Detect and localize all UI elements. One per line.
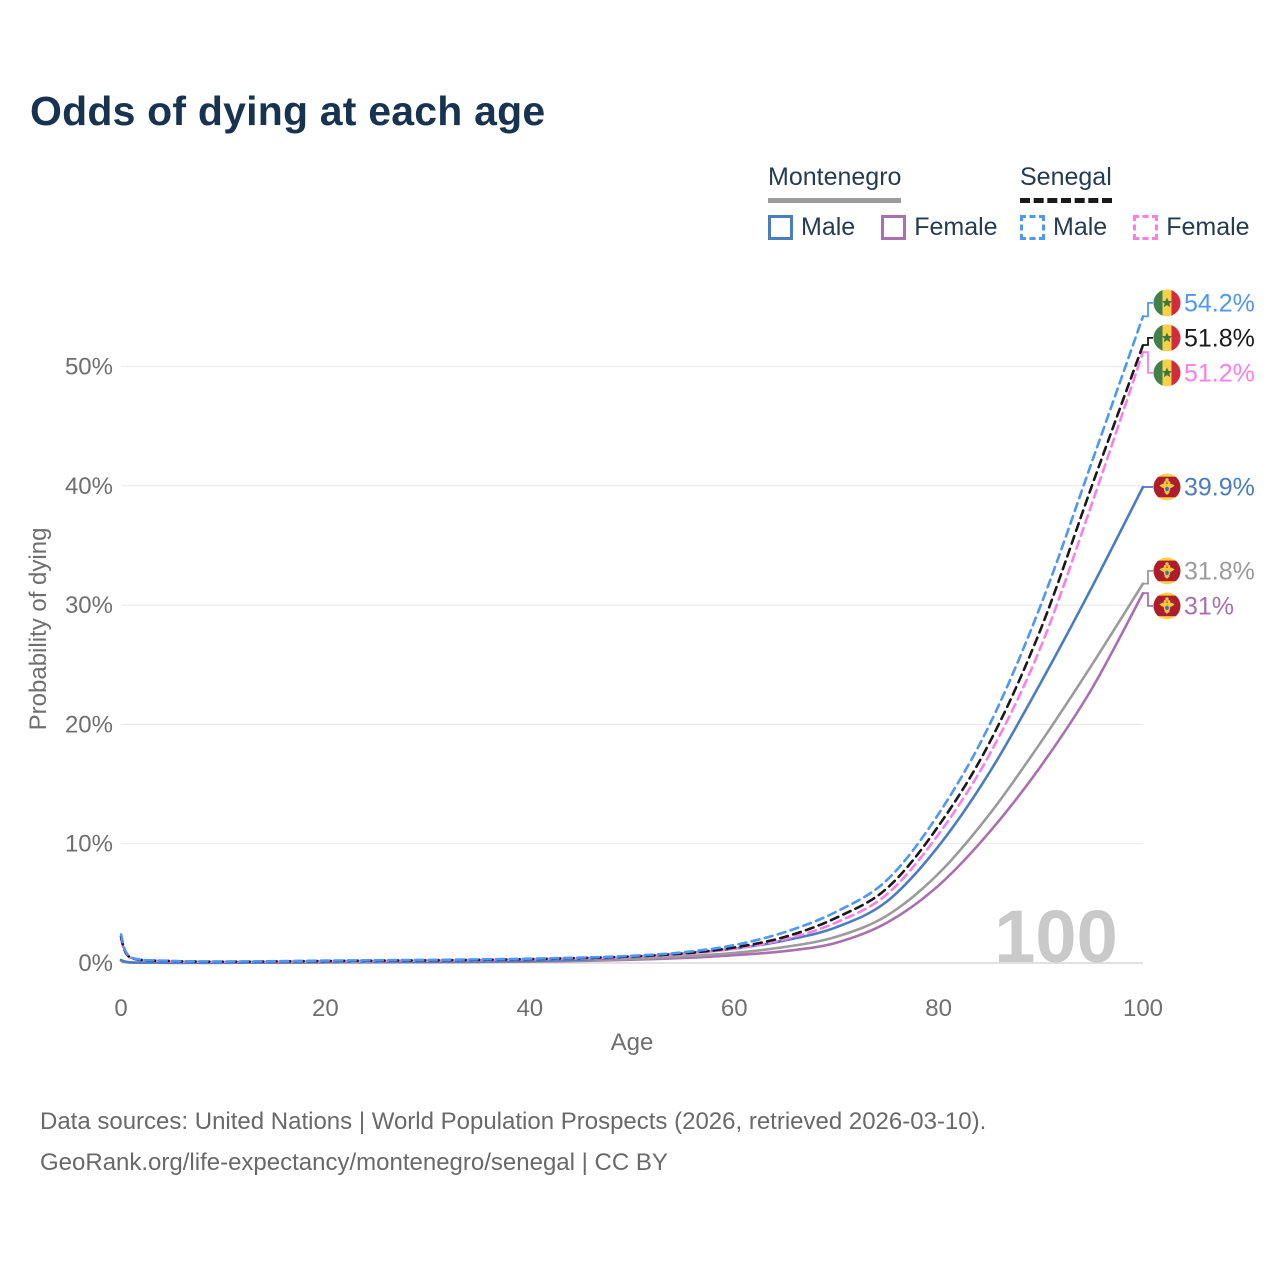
legend-items-montenegro: Male Female <box>768 213 998 242</box>
montenegro-female-swatch-icon <box>881 215 907 240</box>
senegal-flag-icon <box>1153 289 1181 317</box>
y-tick-label: 50% <box>65 354 113 381</box>
senegal-flag-icon <box>1153 359 1181 387</box>
label-connector <box>1143 337 1153 346</box>
legend: Montenegro Male Female Senegal Male <box>0 0 1280 250</box>
watermark-age-indicator: 100 <box>994 895 1117 978</box>
legend-item-label: Female <box>914 213 998 241</box>
label-connector <box>1143 351 1153 374</box>
label-connector <box>1143 570 1153 585</box>
legend-item-senegal-male[interactable]: Male <box>1020 213 1107 242</box>
legend-item-label: Female <box>1166 213 1250 241</box>
legend-group-senegal: Senegal Male Female <box>1020 163 1250 242</box>
y-tick-label: 10% <box>65 831 113 858</box>
end-value-label-sen_both: 51.8% <box>1184 324 1255 352</box>
legend-heading-montenegro: Montenegro <box>768 163 902 203</box>
end-value-label-mne_female: 31% <box>1184 592 1234 620</box>
series-line-mne_female[interactable] <box>119 591 1145 965</box>
x-tick-label: 0 <box>114 995 127 1022</box>
x-tick-label: 80 <box>925 995 952 1022</box>
legend-item-label: Male <box>801 213 856 241</box>
attribution-text: GeoRank.org/life-expectancy/montenegro/s… <box>40 1149 668 1176</box>
y-tick-label: 20% <box>65 711 113 738</box>
x-tick-label: 20 <box>312 995 339 1022</box>
chart-title: Odds of dying at each age <box>30 88 546 134</box>
label-connector <box>1143 592 1153 607</box>
montenegro-flag-icon <box>1153 592 1181 620</box>
legend-group-montenegro: Montenegro Male Female <box>768 163 998 242</box>
legend-item-label: Male <box>1053 213 1108 241</box>
series-line-sen_female[interactable] <box>119 350 1145 964</box>
y-tick-label: 40% <box>65 473 113 500</box>
end-value-label-sen_female: 51.2% <box>1184 359 1255 387</box>
legend-item-montenegro-male[interactable]: Male <box>768 213 855 242</box>
legend-heading-senegal: Senegal <box>1020 163 1112 203</box>
legend-item-senegal-female[interactable]: Female <box>1133 213 1250 242</box>
senegal-female-swatch-icon <box>1133 215 1159 240</box>
y-tick-label: 0% <box>78 950 113 977</box>
x-tick-label: 100 <box>1123 995 1163 1022</box>
senegal-male-swatch-icon <box>1020 215 1045 240</box>
y-tick-label: 30% <box>65 592 113 619</box>
end-value-label-mne_both: 31.8% <box>1184 557 1255 585</box>
label-connector <box>1143 302 1153 318</box>
montenegro-flag-icon <box>1153 557 1181 585</box>
x-tick-label: 40 <box>516 995 543 1022</box>
end-value-label-sen_male: 54.2% <box>1184 289 1255 317</box>
y-axis-title: Probability of dying <box>25 528 52 731</box>
series-line-sen_both[interactable] <box>119 343 1145 964</box>
montenegro-flag-icon <box>1153 473 1181 501</box>
x-axis-title: Age <box>611 1029 654 1056</box>
data-sources-text: Data sources: United Nations | World Pop… <box>40 1108 987 1135</box>
montenegro-male-swatch-icon <box>768 215 793 240</box>
legend-items-senegal: Male Female <box>1020 213 1250 242</box>
x-tick-label: 60 <box>721 995 748 1022</box>
series-line-sen_male[interactable] <box>119 315 1145 963</box>
end-value-label-mne_male: 39.9% <box>1184 474 1255 502</box>
legend-item-montenegro-female[interactable]: Female <box>881 213 998 242</box>
senegal-flag-icon <box>1153 324 1181 352</box>
